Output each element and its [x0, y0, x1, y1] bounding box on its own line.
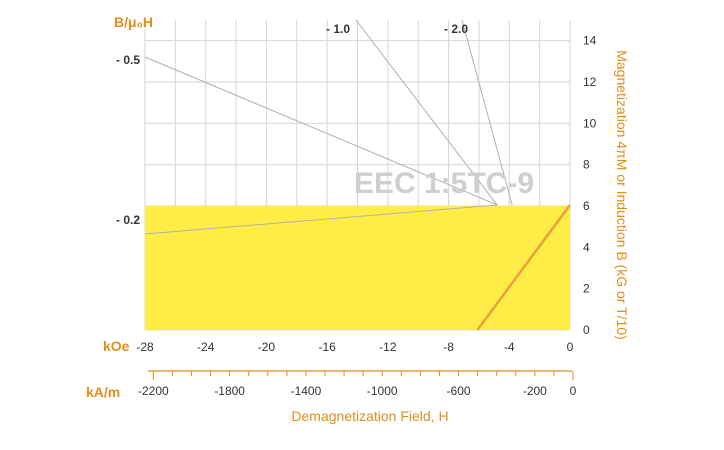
y-tick-label: 0 [583, 323, 590, 337]
permeance-axis-label: B/μ₀H [114, 14, 153, 30]
x-tick-label-koe: -8 [443, 340, 454, 354]
x-tick-label-koe: -24 [197, 340, 215, 354]
load-line-label: - 1.0 [326, 22, 350, 36]
load-line [355, 19, 498, 206]
chart-areas [145, 205, 570, 330]
x-tick-label-kam: -2200 [138, 384, 169, 398]
x-tick-label-koe: 0 [567, 340, 574, 354]
series-area-9 [145, 205, 570, 330]
load-lines: - 0.5 - 0.2 - 1.0 - 2.0 [116, 19, 513, 235]
y-tick-label: 2 [583, 282, 590, 296]
load-line [461, 19, 513, 206]
x-tick-labels-koe: -28 -24 -20 -16 -12 -8 -4 0 [136, 340, 573, 354]
demag-line-group [476, 204, 572, 331]
x-tick-label-kam: -600 [447, 384, 471, 398]
y-tick-labels: 0 2 4 6 8 10 12 14 [583, 34, 597, 337]
x-tick-label-kam: -1000 [367, 384, 398, 398]
load-line-label: - 0.5 [116, 53, 140, 67]
x-tick-label-kam: 0 [570, 384, 577, 398]
y-tick-label: 14 [583, 34, 597, 48]
x-tick-label-koe: -28 [136, 340, 154, 354]
x-tick-labels-kam: -2200 -1800 -1400 -1000 -600 -200 0 [138, 370, 577, 398]
x-tick-label-kam: -1400 [291, 384, 322, 398]
y-tick-label: 8 [583, 158, 590, 172]
y-tick-label: 10 [583, 116, 597, 130]
y-tick-label: 6 [583, 199, 590, 213]
y-tick-label: 12 [583, 75, 597, 89]
x-axis-title: Demagnetization Field, H [291, 408, 448, 424]
load-line [144, 56, 498, 206]
x-axis-unit-koe: kOe [103, 338, 130, 354]
intrinsic-demag-line [476, 204, 572, 331]
load-line [144, 204, 498, 235]
y-axis-title: Magnetization 4πM or Induction B (kG or … [614, 50, 630, 340]
x-tick-label-kam: -1800 [214, 384, 245, 398]
x-tick-label-koe: -20 [258, 340, 276, 354]
x-tick-label-koe: -4 [504, 340, 515, 354]
x-tick-label-koe: -12 [379, 340, 397, 354]
x-axis-unit-kam: kA/m [86, 384, 120, 400]
load-line-label: - 0.2 [116, 213, 140, 227]
chart-title: EEC 1:5TC-9 [354, 167, 534, 200]
x-tick-label-koe: -16 [318, 340, 336, 354]
x-tick-label-kam: -200 [523, 384, 547, 398]
y-tick-label: 4 [583, 240, 590, 254]
load-line-label: - 2.0 [444, 22, 468, 36]
